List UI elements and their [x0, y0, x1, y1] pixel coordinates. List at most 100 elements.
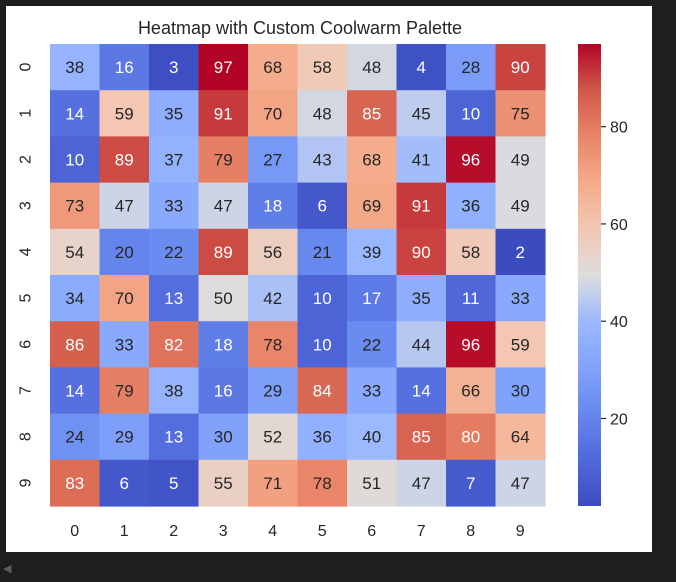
heatmap-cell — [495, 321, 546, 368]
x-tick-label: 3 — [219, 523, 228, 540]
cell-annotation: 84 — [313, 382, 332, 401]
y-tick-label: 0 — [18, 63, 35, 72]
cell-annotation: 10 — [461, 104, 480, 123]
cell-annotation: 80 — [461, 428, 480, 447]
heatmap-cell — [297, 90, 348, 137]
heatmap-cell — [297, 459, 348, 507]
heatmap-cell — [248, 90, 299, 137]
heatmap-cell — [396, 321, 447, 368]
cell-annotation: 79 — [115, 382, 134, 401]
heatmap-cell — [198, 459, 249, 507]
heatmap-cell — [297, 136, 348, 184]
colorbar-tick-label: 60 — [610, 217, 628, 234]
heatmap-cell — [297, 182, 348, 230]
cell-annotation: 64 — [511, 428, 530, 447]
heatmap-cell — [149, 228, 200, 276]
heatmap-cell — [198, 182, 249, 230]
cell-annotation: 35 — [164, 104, 183, 123]
heatmap-cell — [297, 275, 348, 322]
x-tick-label: 5 — [318, 523, 327, 540]
heatmap-cell — [149, 413, 200, 461]
cell-annotation: 79 — [214, 151, 233, 170]
cell-annotation: 91 — [214, 104, 233, 123]
heatmap-cell — [248, 275, 299, 322]
heatmap-cell — [99, 413, 150, 461]
heatmap-cell — [297, 228, 348, 276]
heatmap-cell — [495, 182, 546, 230]
heatmap-cell — [149, 182, 200, 230]
cell-annotation: 4 — [417, 58, 426, 77]
cell-annotation: 50 — [214, 289, 233, 308]
cell-annotation: 41 — [412, 151, 431, 170]
cell-annotation: 49 — [511, 197, 530, 216]
y-tick-label: 3 — [18, 201, 35, 210]
heatmap-cell — [396, 182, 447, 230]
heatmap-cell — [50, 275, 101, 322]
heatmap-cell — [297, 413, 348, 461]
heatmap-cell — [99, 182, 150, 230]
heatmap-cell — [396, 459, 447, 507]
heatmap-cell — [99, 90, 150, 137]
heatmap-cell — [248, 459, 299, 507]
cell-annotation: 43 — [313, 151, 332, 170]
cell-annotation: 48 — [313, 104, 332, 123]
cell-annotation: 36 — [461, 197, 480, 216]
cell-annotation: 68 — [362, 151, 381, 170]
y-tick-label: 6 — [18, 340, 35, 349]
cell-annotation: 16 — [115, 58, 134, 77]
heatmap-cell — [248, 321, 299, 368]
cell-annotation: 48 — [362, 58, 381, 77]
cell-annotation: 20 — [115, 243, 134, 262]
cell-annotation: 17 — [362, 289, 381, 308]
x-tick-label: 8 — [466, 523, 475, 540]
heatmap-cell — [99, 228, 150, 276]
figure-canvas: Heatmap with Custom Coolwarm Palette 38 1… — [6, 6, 652, 552]
heatmap-cell — [99, 459, 150, 507]
heatmap-cell — [99, 44, 150, 91]
cell-annotation: 35 — [412, 289, 431, 308]
heatmap-cell — [396, 413, 447, 461]
heatmap-cell — [396, 90, 447, 137]
colorbar-tick-label: 20 — [610, 411, 628, 428]
cell-annotation: 49 — [511, 151, 530, 170]
heatmap-cell — [495, 367, 546, 415]
heatmap-cell — [347, 44, 398, 91]
heatmap-cell — [198, 90, 249, 137]
cell-annotation: 89 — [214, 243, 233, 262]
cell-annotation: 38 — [164, 382, 183, 401]
cell-annotation: 40 — [362, 428, 381, 447]
heatmap-cell — [99, 367, 150, 415]
heatmap-cell — [50, 367, 101, 415]
heatmap-cell — [446, 367, 497, 415]
cell-annotation: 6 — [120, 474, 129, 493]
cell-annotation: 36 — [313, 428, 332, 447]
heatmap-cell — [198, 228, 249, 276]
cell-annotation: 22 — [362, 335, 381, 354]
cell-annotation: 86 — [65, 335, 84, 354]
cell-annotation: 47 — [511, 474, 530, 493]
x-tick-label: 9 — [516, 523, 525, 540]
scroll-left-icon[interactable]: ◀ — [3, 563, 12, 575]
heatmap-cell — [495, 90, 546, 137]
y-tick-label: 1 — [18, 109, 35, 118]
cell-annotation: 13 — [164, 289, 183, 308]
bottom-scroll-strip — [0, 560, 676, 582]
heatmap-cell — [50, 136, 101, 184]
heatmap-cell — [347, 321, 398, 368]
heatmap-cell — [149, 90, 200, 137]
heatmap-cell — [347, 136, 398, 184]
cell-annotation: 33 — [164, 197, 183, 216]
heatmap-cell — [50, 228, 101, 276]
cell-annotation: 96 — [461, 151, 480, 170]
cell-annotation: 90 — [412, 243, 431, 262]
cell-annotation: 59 — [115, 104, 134, 123]
colorbar-ticks: 20 40 60 80 — [601, 120, 628, 428]
heatmap-cell — [198, 44, 249, 91]
cell-annotation: 14 — [65, 382, 84, 401]
cell-annotation: 78 — [313, 474, 332, 493]
heatmap-cell — [396, 275, 447, 322]
heatmap-cell — [297, 321, 348, 368]
heatmap-cell — [347, 182, 398, 230]
heatmap-cell — [297, 44, 348, 91]
heatmap-cell — [198, 413, 249, 461]
